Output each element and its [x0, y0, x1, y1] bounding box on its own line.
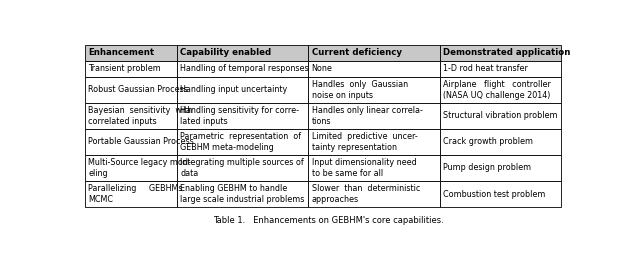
Text: Robust Gaussian Process: Robust Gaussian Process [88, 85, 188, 94]
Text: Combustion test problem: Combustion test problem [443, 190, 545, 199]
Text: Airplane   flight   controller
(NASA UQ challenge 2014): Airplane flight controller (NASA UQ chal… [443, 80, 551, 100]
Bar [440, 77, 561, 103]
Bar [440, 61, 561, 77]
Bar [177, 155, 308, 181]
Bar [308, 181, 440, 207]
Text: Capability enabled: Capability enabled [180, 48, 271, 57]
Text: Enabling GEBHM to handle
large scale industrial problems: Enabling GEBHM to handle large scale ind… [180, 184, 305, 204]
Bar [85, 61, 177, 77]
Text: Pump design problem: Pump design problem [443, 164, 531, 173]
Text: Slower  than  deterministic
approaches: Slower than deterministic approaches [312, 184, 420, 204]
Bar [308, 129, 440, 155]
Text: Handling input uncertainty: Handling input uncertainty [180, 85, 287, 94]
Bar [177, 77, 308, 103]
Bar [440, 103, 561, 129]
Bar [177, 129, 308, 155]
Text: Portable Gaussian Process: Portable Gaussian Process [88, 137, 194, 146]
Bar [308, 45, 440, 61]
Bar [177, 181, 308, 207]
Text: Table 1.   Enhancements on GEBHM's core capabilities.: Table 1. Enhancements on GEBHM's core ca… [212, 216, 444, 226]
Text: Demonstrated application: Demonstrated application [443, 48, 570, 57]
Text: Integrating multiple sources of
data: Integrating multiple sources of data [180, 158, 304, 178]
Text: Handles  only  Gaussian
noise on inputs: Handles only Gaussian noise on inputs [312, 80, 408, 100]
Bar [177, 45, 308, 61]
Bar [440, 129, 561, 155]
Text: Handling sensitivity for corre-
lated inputs: Handling sensitivity for corre- lated in… [180, 106, 299, 126]
Bar [85, 129, 177, 155]
Text: Multi-Source legacy mod-
eling: Multi-Source legacy mod- eling [88, 158, 191, 178]
Bar [308, 155, 440, 181]
Text: Current deficiency: Current deficiency [312, 48, 402, 57]
Bar [308, 103, 440, 129]
Bar [440, 155, 561, 181]
Bar [308, 77, 440, 103]
Bar [308, 61, 440, 77]
Bar [440, 181, 561, 207]
Text: None: None [312, 64, 333, 73]
Text: Limited  predictive  uncer-
tainty representation: Limited predictive uncer- tainty represe… [312, 132, 417, 152]
Bar [85, 155, 177, 181]
Text: Parallelizing     GEBHMs
MCMC: Parallelizing GEBHMs MCMC [88, 184, 183, 204]
Text: Handling of temporal responses: Handling of temporal responses [180, 64, 309, 73]
Bar [85, 103, 177, 129]
Bar [177, 103, 308, 129]
Bar [440, 45, 561, 61]
Bar [85, 181, 177, 207]
Text: Input dimensionality need
to be same for all: Input dimensionality need to be same for… [312, 158, 417, 178]
Text: Bayesian  sensitivity  with
correlated inputs: Bayesian sensitivity with correlated inp… [88, 106, 193, 126]
Text: 1-D rod heat transfer: 1-D rod heat transfer [443, 64, 528, 73]
Text: Handles only linear correla-
tions: Handles only linear correla- tions [312, 106, 422, 126]
Bar [85, 45, 177, 61]
Text: Structural vibration problem: Structural vibration problem [443, 111, 557, 120]
Text: Enhancement: Enhancement [88, 48, 154, 57]
Bar [85, 77, 177, 103]
Text: Transient problem: Transient problem [88, 64, 161, 73]
Text: Parametric  representation  of
GEBHM meta-modeling: Parametric representation of GEBHM meta-… [180, 132, 301, 152]
Text: Crack growth problem: Crack growth problem [443, 137, 533, 146]
Bar [177, 61, 308, 77]
